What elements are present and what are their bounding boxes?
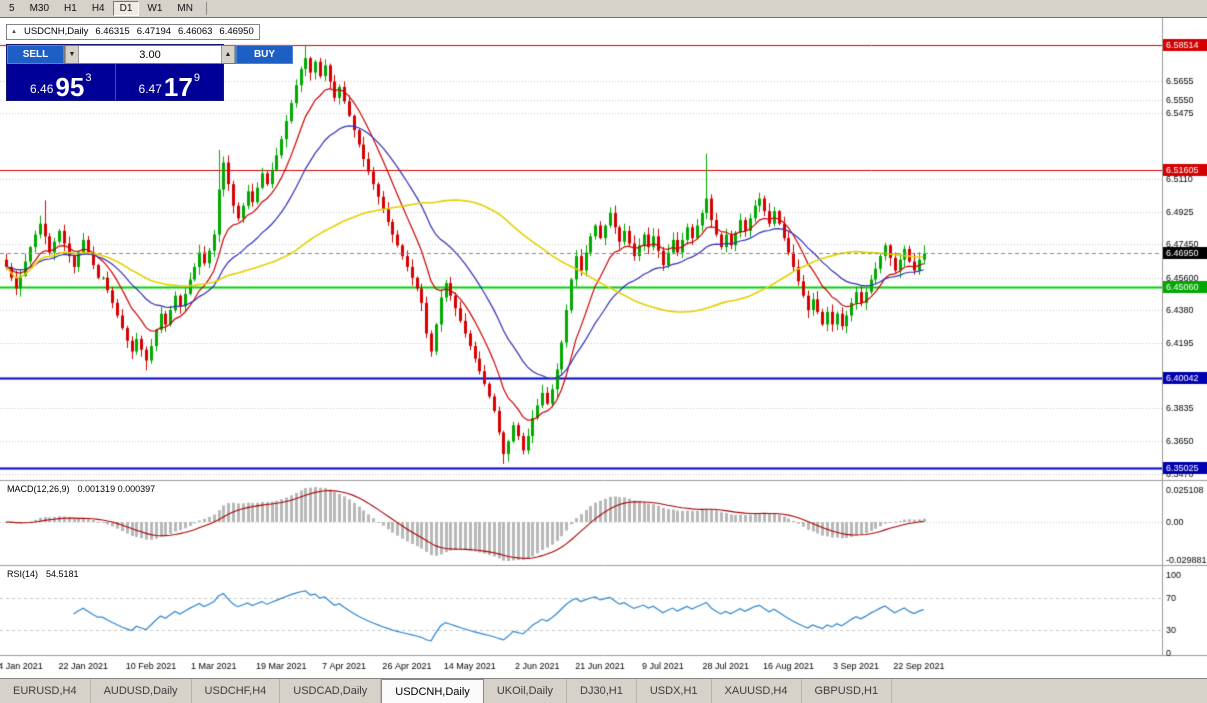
buy-price-point: 9: [193, 72, 200, 84]
trade-controls-row: SELL ▼ ▲ BUY: [7, 45, 293, 64]
timeframe-button-5[interactable]: 5: [9, 3, 15, 14]
buy-price-prefix: 6.47: [138, 82, 162, 96]
ohlc-high: 6.47194: [136, 26, 172, 37]
bottom-tab-gbpusd-h1[interactable]: GBPUSD,H1: [802, 679, 893, 703]
macd-values: 0.001319 0.000397: [77, 484, 156, 494]
timeframe-button-d1[interactable]: D1: [112, 1, 140, 16]
sell-price-display[interactable]: 6.46 95 3: [7, 64, 115, 100]
bottom-tab-xauusd-h4[interactable]: XAUUSD,H4: [712, 679, 802, 703]
chart-window: ▲ USDCNH,Daily 6.46315 6.47194 6.46063 6…: [0, 18, 1207, 678]
bottom-tab-audusd-daily[interactable]: AUDUSD,Daily: [91, 679, 192, 703]
toolbar-separator: [205, 2, 207, 15]
one-click-trading-panel: SELL ▼ ▲ BUY 6.46 95 3 6.47 17 9: [6, 44, 293, 101]
sell-price-point: 3: [85, 72, 92, 84]
bottom-tab-eurusd-h4[interactable]: EURUSD,H4: [0, 679, 91, 703]
bottom-tab-usdx-h1[interactable]: USDX,H1: [637, 679, 712, 703]
buy-price-pips: 17: [163, 71, 193, 102]
timeframe-button-w1[interactable]: W1: [147, 3, 163, 14]
timeframe-toolbar: 5 M30 H1 H4 D1 W1 MN: [0, 0, 1207, 18]
bottom-tab-usdcad-daily[interactable]: USDCAD,Daily: [280, 679, 382, 703]
timeframe-button-mn[interactable]: MN: [177, 3, 193, 14]
chart-tab-bar: EURUSD,H4 AUDUSD,Daily USDCHF,H4 USDCAD,Dai…: [0, 678, 1207, 703]
bottom-tab-usdchf-h4[interactable]: USDCHF,H4: [192, 679, 281, 703]
lot-size-input[interactable]: [79, 46, 221, 63]
rsi-value: 54.5181: [46, 569, 79, 579]
rsi-indicator-label: RSI(14) 54.5181: [7, 569, 79, 579]
bottom-tab-ukoil-daily[interactable]: UKOil,Daily: [484, 679, 568, 703]
bottom-tab-usdcnh-daily[interactable]: USDCNH,Daily: [381, 679, 484, 703]
lot-increase-button[interactable]: ▲: [221, 46, 235, 63]
macd-name: MACD(12,26,9): [7, 484, 70, 494]
bottom-tab-dj30-h1[interactable]: DJ30,H1: [567, 679, 637, 703]
ohlc-low: 6.46063: [178, 26, 213, 37]
ohlc-open: 6.46315: [95, 26, 130, 37]
timeframe-button-m30[interactable]: M30: [29, 3, 50, 14]
chart-header: ▲ USDCNH,Daily 6.46315 6.47194 6.46063 6…: [6, 24, 260, 40]
sell-price-pips: 95: [55, 71, 85, 102]
collapse-triangle-icon[interactable]: ▲: [11, 28, 17, 35]
sell-button[interactable]: SELL: [7, 45, 64, 64]
macd-indicator-label: MACD(12,26,9) 0.001319 0.000397: [7, 484, 155, 494]
sell-price-prefix: 6.46: [30, 82, 54, 96]
price-chart-canvas[interactable]: [0, 18, 1207, 678]
ohlc-close: 6.46950: [219, 26, 254, 37]
timeframe-button-h4[interactable]: H4: [91, 3, 105, 14]
buy-button[interactable]: BUY: [236, 45, 293, 64]
timeframe-button-h1[interactable]: H1: [64, 3, 77, 14]
buy-price-display[interactable]: 6.47 17 9: [114, 64, 224, 102]
lot-size-control: ▼ ▲: [64, 45, 236, 64]
rsi-name: RSI(14): [7, 569, 39, 579]
trade-prices-row: 6.46 95 3 6.47 17 9: [7, 64, 223, 100]
lot-decrease-button[interactable]: ▼: [65, 46, 79, 63]
symbol-period-label: USDCNH,Daily: [23, 26, 89, 37]
